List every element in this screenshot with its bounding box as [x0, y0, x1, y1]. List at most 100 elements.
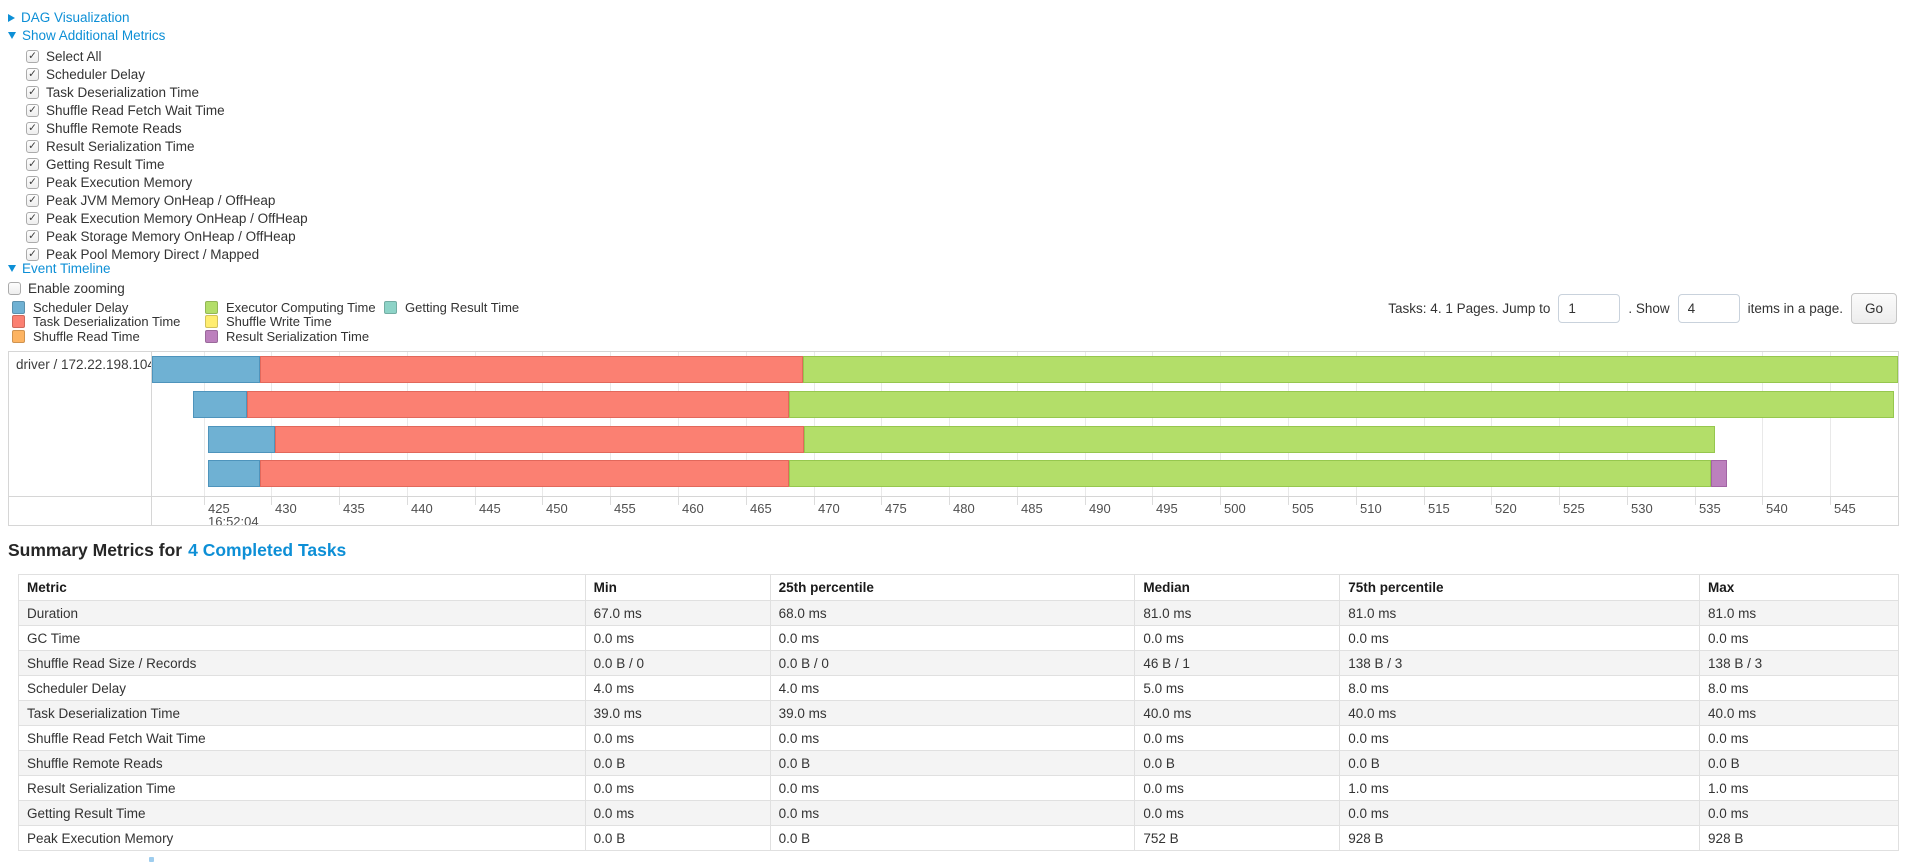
table-row-peak-execution-memory: Peak Execution Memory 0.0 B 0.0 B 752 B 928 … [18, 825, 1899, 851]
metric-checkbox-peak-jvm-memory-onheap-offheap[interactable]: ✓ Peak JVM Memory OnHeap / OffHeap [26, 191, 308, 209]
legend-column: Scheduler Delay Task Deserialization Time… [12, 300, 205, 344]
axis-tick-mark [1424, 497, 1425, 505]
timeline-segment-executor-computing[interactable] [804, 426, 1715, 453]
legend-swatch-icon [384, 300, 397, 314]
axis-tick-mark [475, 497, 476, 505]
items-per-page-input[interactable] [1677, 294, 1740, 323]
checkbox-checked-icon[interactable]: ✓ [26, 103, 39, 117]
timeline-segment-result-serialization[interactable] [1710, 460, 1728, 487]
axis-tick-label: 530 [1631, 501, 1653, 516]
metric-value-cell: 1.0 ms [1699, 775, 1899, 801]
completed-tasks-link[interactable]: 4 Completed Tasks [188, 540, 347, 560]
timeline-segment-executor-computing[interactable] [789, 460, 1711, 487]
gridline [542, 352, 543, 496]
additional-metrics-checkbox-list: ✓ Select All ✓ Scheduler Delay ✓ Task Deseria… [26, 47, 308, 263]
metric-checkbox-label: Shuffle Remote Reads [46, 120, 182, 136]
metric-checkbox-result-serialization-time[interactable]: ✓ Result Serialization Time [26, 137, 308, 155]
timeline-plot-area: 425 16:52:04 430 435 440 445 450 455 460 465 470 47… [152, 352, 1898, 525]
checkbox-checked-icon[interactable]: ✓ [26, 175, 39, 189]
metric-value-cell: 39.0 ms [769, 700, 1136, 726]
legend-swatch-icon [205, 329, 218, 343]
event-timeline-label[interactable]: Event Timeline [22, 261, 111, 276]
show-additional-metrics-toggle[interactable]: Show Additional Metrics [8, 28, 165, 43]
gridline [678, 352, 679, 496]
legend-swatch-icon [12, 300, 25, 314]
legend-swatch-icon [12, 315, 25, 329]
gridline [1356, 352, 1357, 496]
axis-tick-mark [678, 497, 679, 505]
checkbox-checked-icon[interactable]: ✓ [26, 229, 39, 243]
metric-value-cell: 0.0 ms [769, 625, 1136, 651]
axis-tick-mark [1017, 497, 1018, 505]
metric-value-cell: 138 B / 3 [1699, 650, 1899, 676]
axis-tick-label: 435 [343, 501, 365, 516]
show-additional-metrics-label[interactable]: Show Additional Metrics [22, 28, 166, 43]
metric-value-cell: 40.0 ms [1699, 700, 1899, 726]
metric-checkbox-peak-storage-memory-onheap-offheap[interactable]: ✓ Peak Storage Memory OnHeap / OffHeap [26, 227, 308, 245]
checkbox-checked-icon[interactable]: ✓ [26, 67, 39, 81]
metric-checkbox-peak-pool-memory-direct-mapped[interactable]: ✓ Peak Pool Memory Direct / Mapped [26, 245, 308, 263]
legend-item-task-deserialization-time: Task Deserialization Time [12, 314, 205, 329]
metric-value-cell: 0.0 ms [1339, 625, 1701, 651]
timeline-segment-task-deserialization[interactable] [260, 460, 790, 487]
checkbox-checked-icon[interactable]: ✓ [26, 157, 39, 171]
metric-value-cell: 0.0 ms [1339, 725, 1701, 751]
metric-checkbox-getting-result-time[interactable]: ✓ Getting Result Time [26, 155, 308, 173]
metric-name-cell: Scheduler Delay [18, 675, 586, 701]
timeline-segment-scheduler-delay[interactable] [192, 391, 247, 418]
axis-tick-label: 510 [1360, 501, 1382, 516]
axis-tick-mark [881, 497, 882, 505]
metric-checkbox-label: Peak JVM Memory OnHeap / OffHeap [46, 192, 276, 208]
metric-checkbox-select-all[interactable]: ✓ Select All [26, 47, 308, 65]
jump-to-page-input[interactable] [1558, 294, 1621, 323]
checkbox-checked-icon[interactable]: ✓ [26, 49, 39, 63]
metric-checkbox-shuffle-remote-reads[interactable]: ✓ Shuffle Remote Reads [26, 119, 308, 137]
go-button[interactable]: Go [1850, 293, 1897, 324]
checkbox-checked-icon[interactable]: ✓ [26, 121, 39, 135]
metric-checkbox-shuffle-read-fetch-wait-time[interactable]: ✓ Shuffle Read Fetch Wait Time [26, 101, 308, 119]
checkbox-checked-icon[interactable]: ✓ [26, 85, 39, 99]
axis-tick-label: 525 [1563, 501, 1585, 516]
axis-tick-mark [204, 497, 205, 505]
metric-checkbox-peak-execution-memory-onheap-offheap[interactable]: ✓ Peak Execution Memory OnHeap / OffHeap [26, 209, 308, 227]
metric-value-cell: 0.0 ms [1699, 725, 1899, 751]
timeline-segment-executor-computing[interactable] [802, 356, 1898, 383]
enable-zooming-checkbox-row[interactable]: Enable zooming [8, 281, 125, 296]
timeline-segment-task-deserialization[interactable] [246, 391, 790, 418]
timeline-segment-executor-computing[interactable] [789, 391, 1894, 418]
checkbox-unchecked-icon[interactable] [8, 282, 21, 295]
timeline-segment-task-deserialization[interactable] [275, 426, 805, 453]
timeline-segment-scheduler-delay[interactable] [207, 426, 276, 453]
event-timeline-toggle[interactable]: Event Timeline [8, 261, 111, 276]
metric-value-cell: 81.0 ms [1339, 600, 1701, 626]
axis-tick-label: 500 [1224, 501, 1246, 516]
axis-tick-mark [814, 497, 815, 505]
metric-value-cell: 40.0 ms [1134, 700, 1341, 726]
table-header-cell-min: Min [584, 574, 771, 601]
legend-label: Getting Result Time [405, 299, 520, 315]
metric-value-cell: 0.0 ms [1339, 800, 1701, 826]
metric-checkbox-task-deserialization-time[interactable]: ✓ Task Deserialization Time [26, 83, 308, 101]
table-row-shuffle-remote-reads: Shuffle Remote Reads 0.0 B 0.0 B 0.0 B 0.0 B… [18, 750, 1899, 776]
metric-checkbox-scheduler-delay[interactable]: ✓ Scheduler Delay [26, 65, 308, 83]
dag-visualization-label[interactable]: DAG Visualization [21, 10, 130, 25]
timeline-segment-task-deserialization[interactable] [260, 356, 803, 383]
metric-value-cell: 0.0 B / 0 [584, 650, 771, 676]
gridline [475, 352, 476, 496]
axis-separator-line [9, 496, 1898, 497]
checkbox-checked-icon[interactable]: ✓ [26, 247, 39, 261]
partial-next-section-element [149, 857, 154, 862]
metric-value-cell: 8.0 ms [1339, 675, 1701, 701]
checkbox-checked-icon[interactable]: ✓ [26, 211, 39, 225]
dag-visualization-toggle[interactable]: DAG Visualization [8, 10, 130, 25]
metric-value-cell: 0.0 B [1339, 750, 1701, 776]
timeline-segment-scheduler-delay[interactable] [207, 460, 261, 487]
checkbox-checked-icon[interactable]: ✓ [26, 193, 39, 207]
timeline-segment-scheduler-delay[interactable] [152, 356, 261, 383]
checkbox-checked-icon[interactable]: ✓ [26, 139, 39, 153]
metric-name-cell: Peak Execution Memory [18, 825, 586, 851]
metric-value-cell: 39.0 ms [584, 700, 771, 726]
enable-zooming-label: Enable zooming [28, 281, 125, 296]
metric-value-cell: 0.0 ms [584, 625, 771, 651]
metric-checkbox-peak-execution-memory[interactable]: ✓ Peak Execution Memory [26, 173, 308, 191]
